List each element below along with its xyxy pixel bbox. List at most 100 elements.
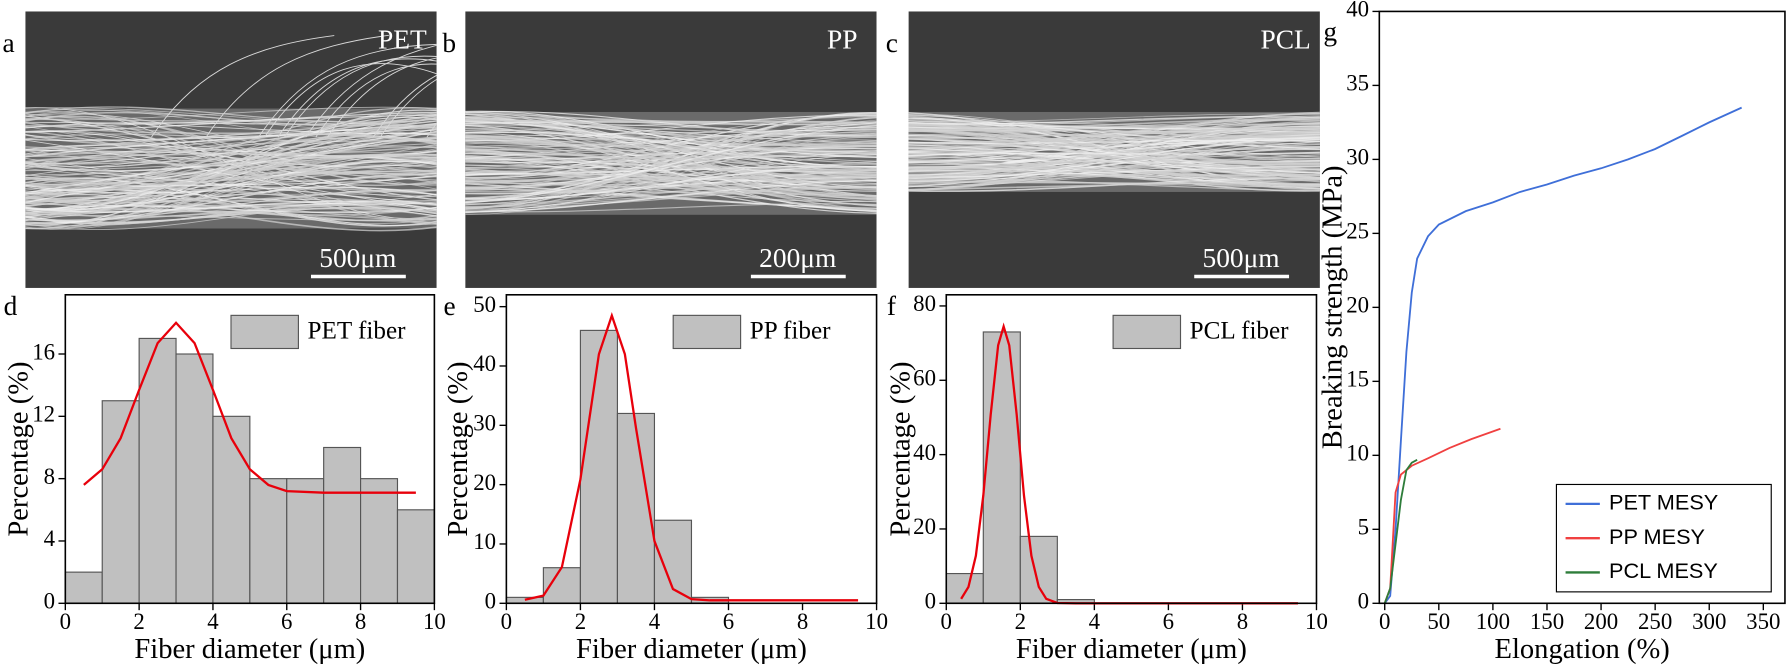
stray-fiber — [151, 35, 335, 138]
y-tick-label: 50 — [473, 292, 496, 317]
legend-label: PET MESY — [1609, 490, 1718, 515]
fiber — [465, 138, 877, 173]
fiber — [908, 116, 1320, 125]
x-tick-label: 10 — [865, 609, 888, 634]
x-tick-label: 6 — [281, 609, 292, 634]
histogram-bar — [323, 446, 362, 604]
histogram-bar — [138, 337, 177, 604]
fiber — [25, 122, 437, 134]
stray-fiber — [305, 45, 437, 138]
fiber — [465, 121, 877, 168]
fiber — [25, 118, 437, 212]
stray-fiber — [284, 55, 437, 138]
x-tick-label: 8 — [355, 609, 366, 634]
y-tick-label: 0 — [44, 589, 55, 614]
x-tick-label: 10 — [1305, 609, 1328, 634]
fiber — [465, 124, 877, 162]
fiber — [25, 111, 437, 133]
fiber — [908, 113, 1320, 122]
y-tick-label: 60 — [913, 366, 936, 391]
histogram-bar — [579, 329, 619, 604]
fiber — [25, 201, 437, 224]
fiber — [908, 122, 1320, 179]
histogram-bar — [653, 519, 693, 604]
y-axis-label: Percentage (%) — [443, 361, 474, 536]
fiber — [465, 170, 877, 180]
histogram-bar — [101, 400, 140, 604]
sem-image — [25, 11, 437, 288]
y-tick-label: 10 — [1346, 441, 1369, 466]
stray-fiber — [327, 57, 437, 138]
x-axis-label: Fiber diameter (μm) — [134, 634, 365, 665]
fiber — [25, 128, 437, 194]
fiber — [908, 117, 1320, 162]
y-tick-label: 20 — [473, 470, 496, 495]
histogram-bar — [360, 478, 399, 604]
panel-letter: g — [1323, 17, 1337, 47]
x-tick-label: 8 — [1237, 609, 1248, 634]
y-tick-label: 30 — [473, 411, 496, 436]
fiber — [25, 157, 437, 230]
histogram-bar — [212, 415, 251, 604]
axes-frame — [505, 293, 878, 605]
x-tick-label: 2 — [575, 609, 586, 634]
y-tick-label: 16 — [32, 339, 55, 364]
image-label: PCL — [1260, 25, 1310, 55]
fiber — [25, 130, 437, 141]
x-tick-label: 8 — [797, 609, 808, 634]
stray-fiber — [264, 63, 437, 138]
fiber — [465, 187, 877, 210]
histogram-bar — [249, 478, 288, 604]
x-tick-label: 4 — [207, 609, 219, 634]
y-tick-label: 40 — [473, 351, 496, 376]
fiber — [908, 160, 1320, 180]
axes-frame — [945, 293, 1318, 605]
y-tick-label: 4 — [44, 526, 56, 551]
stray-fiber — [315, 63, 437, 138]
y-tick-label: 0 — [1358, 589, 1369, 614]
fiber — [908, 141, 1320, 188]
x-tick-label: 200 — [1584, 609, 1618, 634]
fiber — [465, 147, 877, 160]
data-line — [1383, 458, 1418, 604]
sem-image — [465, 11, 877, 288]
x-axis-label: Elongation (%) — [1495, 634, 1670, 665]
y-axis-label: Percentage (%) — [3, 361, 34, 536]
fiber — [908, 163, 1320, 176]
y-tick-label: 8 — [44, 464, 55, 489]
fiber — [25, 109, 437, 141]
fiber — [908, 117, 1320, 149]
fiber — [25, 173, 437, 225]
y-axis-label: Breaking strength (MPa) — [1317, 165, 1348, 449]
y-tick-label: 12 — [32, 402, 55, 427]
fiber — [465, 113, 877, 136]
y-tick-label: 10 — [473, 529, 496, 554]
fiber — [465, 187, 877, 197]
fiber — [25, 205, 437, 214]
x-tick-label: 350 — [1746, 609, 1780, 634]
fiber — [25, 186, 437, 222]
fiber — [908, 179, 1320, 191]
image-label: PET — [378, 25, 427, 55]
fiber — [465, 119, 877, 124]
stray-fiber — [277, 58, 437, 138]
fiber — [465, 136, 877, 215]
fiber — [908, 128, 1320, 155]
x-tick-label: 50 — [1427, 609, 1450, 634]
panel-letter: d — [4, 291, 18, 321]
fiber — [25, 127, 437, 206]
x-tick-label: 0 — [501, 609, 512, 634]
histogram-bar — [64, 571, 103, 604]
data-line — [1383, 106, 1743, 604]
y-tick-label: 0 — [925, 589, 936, 614]
panel-letter: c — [886, 28, 898, 58]
histogram-bar — [396, 509, 435, 604]
fiber — [465, 179, 877, 213]
fiber — [25, 106, 437, 123]
fiber — [25, 150, 437, 156]
image-label: PP — [827, 25, 857, 55]
x-tick-label: 150 — [1530, 609, 1564, 634]
panel-letter: b — [442, 28, 456, 58]
